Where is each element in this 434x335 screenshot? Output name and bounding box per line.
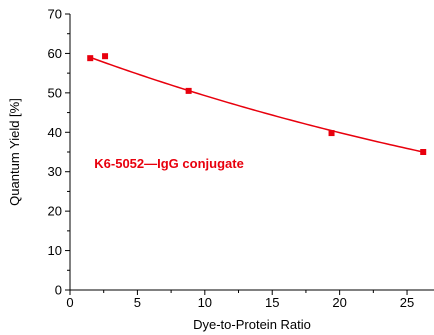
data-point [102,53,109,60]
y-axis-title: Quantum Yield [%] [7,98,22,206]
y-tick-label: 20 [48,204,62,219]
fit-curve [89,56,424,153]
y-tick-label: 50 [48,85,62,100]
annotation-label: K6-5052—IgG conjugate [94,156,244,171]
y-tick-label: 70 [48,7,62,22]
x-tick-label: 25 [400,295,414,310]
x-axis-title: Dye-to-Protein Ratio [193,317,311,332]
y-tick-label: 60 [48,46,62,61]
data-point [328,130,335,137]
axes [69,14,434,291]
x-tick-label: 20 [332,295,346,310]
data-points [87,53,427,155]
x-tick-label: 15 [265,295,279,310]
data-point [420,149,427,155]
x-tick-label: 5 [134,295,141,310]
data-point [185,87,192,94]
y-tick-label: 40 [48,125,62,140]
ticks: 0 5 10 15 20 25 0 10 20 30 40 50 60 70 [48,7,415,311]
y-tick-label: 10 [48,243,62,258]
y-tick-label: 30 [48,164,62,179]
y-tick-label: 0 [55,283,62,298]
data-point [87,55,94,62]
x-tick-label: 0 [66,295,73,310]
x-tick-label: 10 [198,295,212,310]
fit-curve-layer [89,56,424,153]
